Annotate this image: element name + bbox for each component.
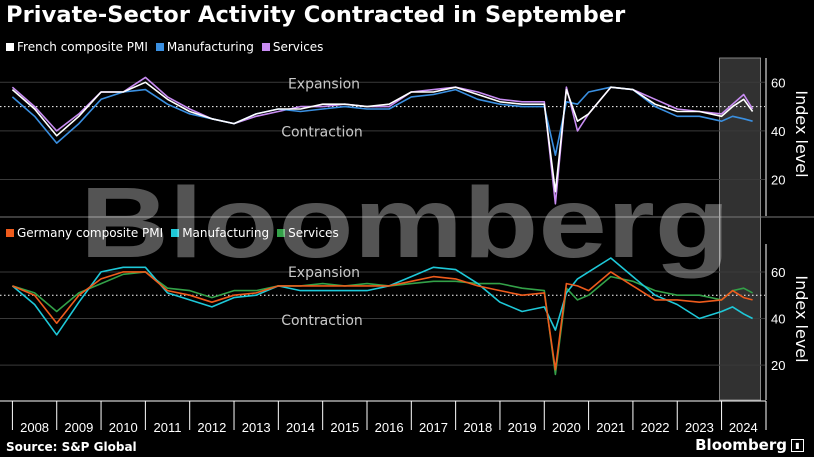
x-tick-label: 2017 (419, 420, 448, 435)
x-tick-label: 2008 (20, 420, 49, 435)
highlight-2024-band (719, 57, 761, 401)
x-tick-label: 2014 (286, 420, 315, 435)
legend-label: French composite PMI (17, 40, 148, 54)
x-tick-label: 2010 (109, 420, 138, 435)
y-tick-label: 60 (771, 265, 785, 280)
legend-label: Manufacturing (166, 40, 254, 54)
brand-label: Bloomberg (695, 436, 787, 454)
legend-label: Services (288, 226, 339, 240)
contraction-annotation: Contraction (281, 125, 363, 141)
legend-item-french-manufacturing: Manufacturing (155, 40, 254, 54)
legend-swatch-icon (155, 43, 164, 51)
legend-swatch-icon (261, 43, 270, 51)
legend-item-germany-services: Services (277, 226, 339, 240)
source-note: Source: S&P Global (6, 440, 137, 454)
contraction-annotation: Contraction (281, 313, 363, 329)
x-tick-label: 2023 (685, 420, 714, 435)
chart-title: Private-Sector Activity Contracted in Se… (6, 2, 626, 28)
x-tick-label: 2015 (330, 420, 359, 435)
legend-item-germany-manufacturing: Manufacturing (171, 226, 269, 240)
y-tick-label: 40 (771, 124, 785, 139)
legend-france: French composite PMI Manufacturing Servi… (6, 40, 323, 54)
y-tick-label: 20 (771, 358, 785, 373)
legend-label: Manufacturing (182, 226, 270, 240)
series-line-manufacturing (11, 257, 753, 336)
legend-swatch-icon (6, 229, 14, 237)
y-axis-label: Index level (792, 90, 811, 177)
x-tick-label: 2022 (641, 420, 670, 435)
x-tick-label: 2009 (64, 420, 93, 435)
series-line-manufacturing (11, 86, 753, 156)
x-tick-label: 2011 (154, 420, 182, 435)
series-line-french-composite-pmi (11, 81, 754, 193)
expansion-annotation: Expansion (288, 265, 360, 281)
legend-swatch-icon (171, 229, 180, 237)
x-tick-label: 2024 (729, 420, 758, 435)
x-tick-label: 2019 (508, 420, 537, 435)
y-axis-label: Index level (792, 275, 811, 362)
chart-icon: ▮ (791, 438, 804, 452)
legend-item-french-composite: French composite PMI (6, 40, 148, 54)
expansion-annotation: Expansion (288, 77, 360, 93)
y-tick-label: 20 (771, 173, 785, 188)
y-tick-label: 40 (771, 312, 785, 327)
x-tick-label: 2021 (596, 420, 625, 435)
x-tick-label: 2020 (552, 420, 581, 435)
series-line-germany-composite-pmi (12, 271, 753, 371)
y-tick-label: 60 (771, 75, 785, 90)
legend-swatch-icon (6, 43, 14, 51)
series-line-services (11, 76, 754, 205)
bloomberg-logo: Bloomberg ▮ (695, 436, 804, 454)
legend-item-germany-composite: Germany composite PMI (6, 226, 163, 240)
legend-swatch-icon (277, 229, 286, 237)
bloomberg-watermark: Bloomberg (80, 167, 730, 279)
x-tick-label: 2013 (242, 420, 271, 435)
x-tick-label: 2018 (463, 420, 492, 435)
x-tick-label: 2016 (375, 420, 404, 435)
legend-label: Services (272, 40, 324, 54)
x-tick-label: 2012 (197, 420, 226, 435)
legend-item-french-services: Services (261, 40, 324, 54)
legend-germany: Germany composite PMI Manufacturing Serv… (6, 226, 339, 240)
legend-label: Germany composite PMI (17, 226, 164, 240)
